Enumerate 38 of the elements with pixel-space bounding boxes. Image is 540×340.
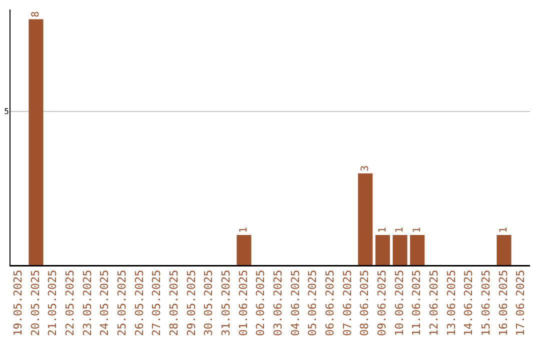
x-tick-label: 29.05.2025 xyxy=(184,270,198,336)
x-tick-label: 12.06.2025 xyxy=(428,270,441,336)
x-tick-label: 24.05.2025 xyxy=(98,270,112,336)
x-tick-label: 15.06.2025 xyxy=(480,270,493,336)
x-tick-label: 08.06.2025 xyxy=(358,270,372,336)
data-label: 1 xyxy=(412,226,423,233)
x-tick-label: 14.06.2025 xyxy=(462,270,476,336)
x-tick-label: 10.06.2025 xyxy=(392,270,406,336)
data-label: 8 xyxy=(30,11,42,18)
x-tick-label: 21.05.2025 xyxy=(46,270,60,336)
data-label: 3 xyxy=(360,165,371,172)
x-tick-label: 09.06.2025 xyxy=(376,270,389,336)
x-tick-label: 22.05.2025 xyxy=(64,270,77,336)
x-tick-label: 06.06.2025 xyxy=(324,270,337,336)
x-tick-label: 25.05.2025 xyxy=(116,270,129,336)
x-tick-label: 31.05.2025 xyxy=(220,270,233,336)
data-label: 1 xyxy=(498,226,510,233)
data-label: 1 xyxy=(238,226,250,233)
x-tick-label: 01.06.2025 xyxy=(236,270,250,336)
x-tick-label: 27.05.2025 xyxy=(150,270,164,336)
x-tick-label: 13.06.2025 xyxy=(444,270,458,336)
data-label: 1 xyxy=(377,226,388,233)
y-tick-label: 5 xyxy=(4,106,10,116)
x-tick-label: 28.05.2025 xyxy=(168,270,181,336)
x-tick-label: 04.06.2025 xyxy=(288,270,302,336)
x-tick-label: 26.05.2025 xyxy=(132,270,146,336)
x-tick-label: 19.05.2025 xyxy=(12,270,25,336)
x-tick-label: 30.05.2025 xyxy=(202,270,216,336)
data-label: 1 xyxy=(394,226,406,233)
x-tick-label: 11.06.2025 xyxy=(410,270,424,336)
x-tick-label: 16.06.2025 xyxy=(496,270,510,336)
x-tick-label: 20.05.2025 xyxy=(28,270,42,336)
x-tick-label: 05.06.2025 xyxy=(306,270,320,336)
x-tick-label: 07.06.2025 xyxy=(340,270,354,336)
x-tick-label: 03.06.2025 xyxy=(272,270,285,336)
x-tick-label: 02.06.2025 xyxy=(254,270,268,336)
x-tick-label: 23.05.2025 xyxy=(80,270,94,336)
x-tick-label: 17.06.2025 xyxy=(514,270,528,336)
